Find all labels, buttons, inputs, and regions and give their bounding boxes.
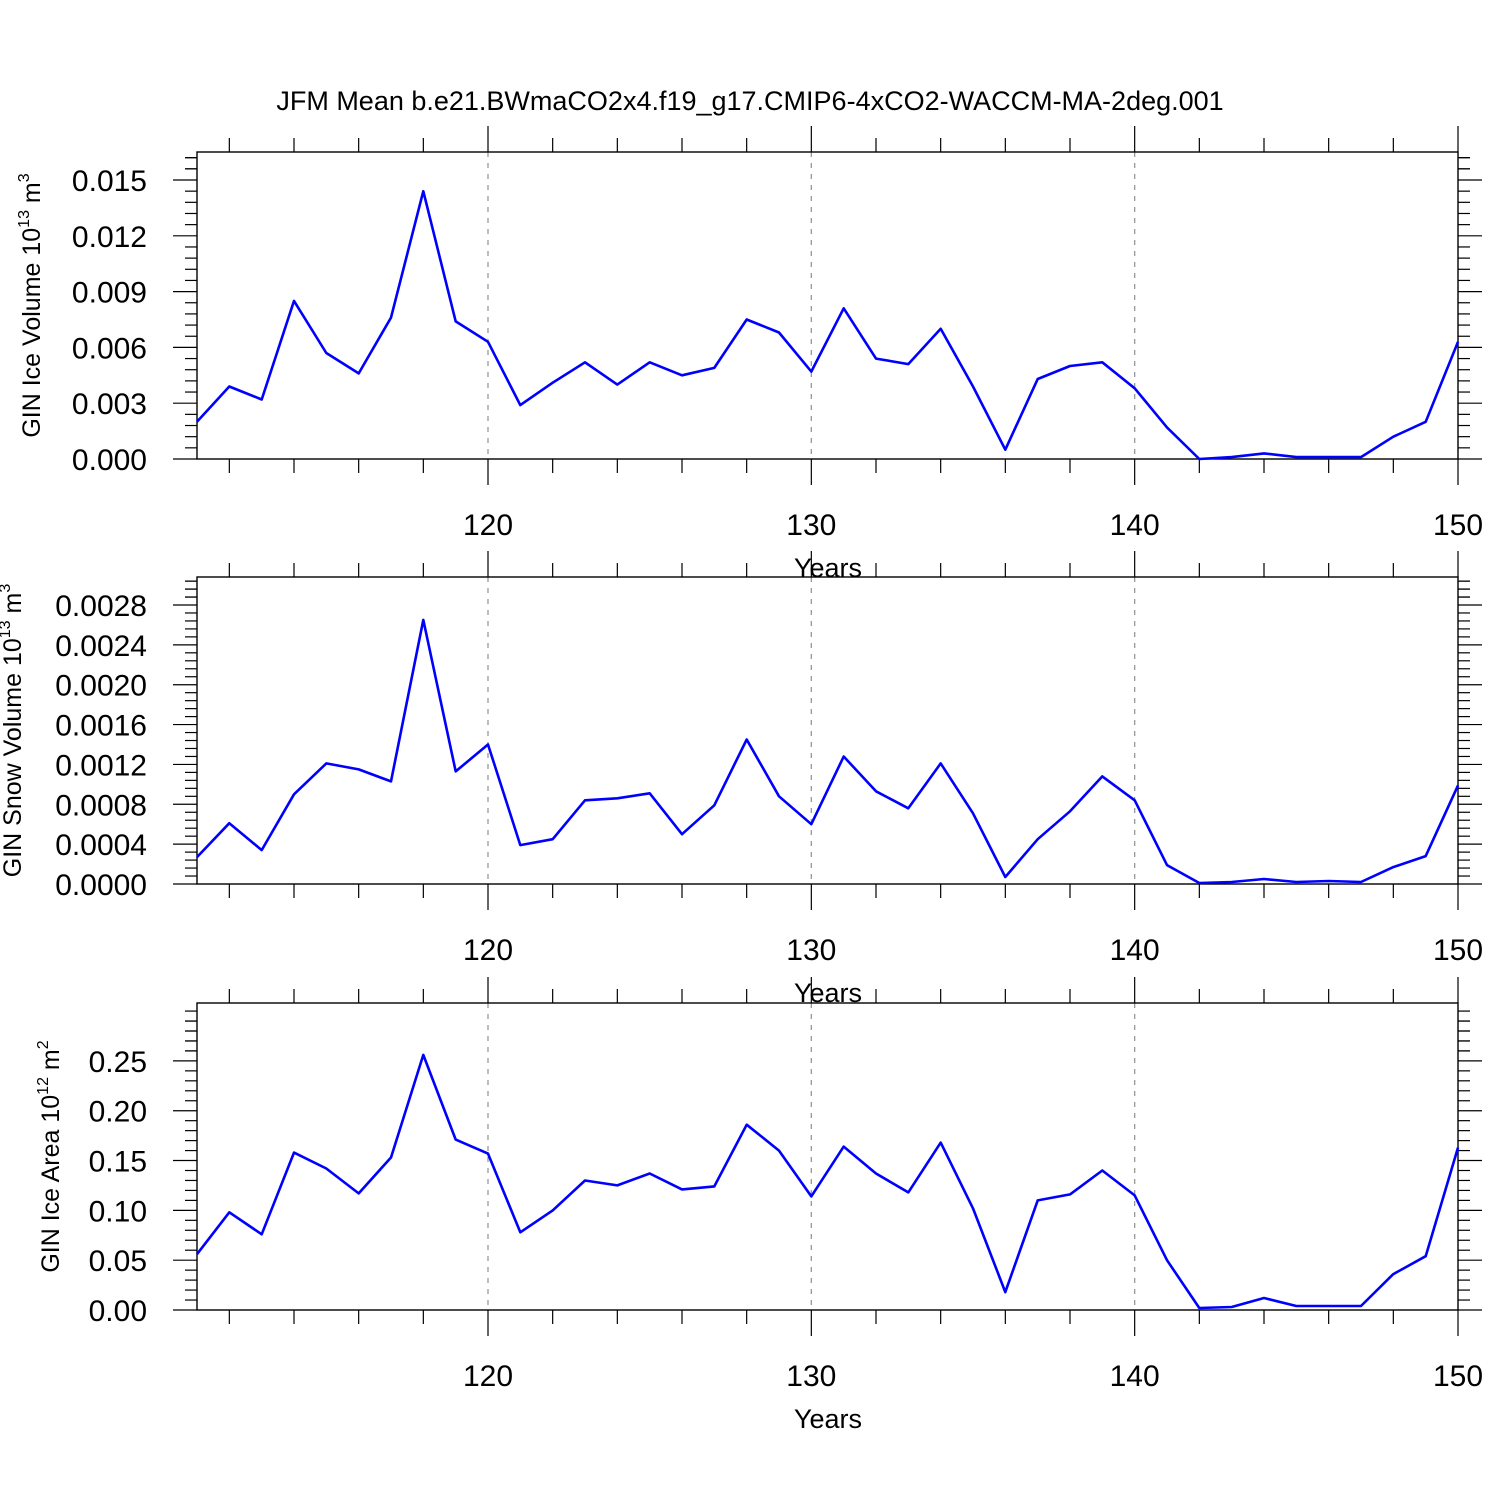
y-tick-label: 0.0016 [55,710,147,743]
y-axis-label-unit-exponent: 3 [16,173,33,182]
series-line [195,1053,1460,1310]
y-tick-label: 0.0004 [55,829,147,862]
y-tick-label: 0.006 [72,332,147,365]
series-line [196,618,1460,885]
x-axis-label: Years [794,1404,862,1434]
y-tick-label: 0.05 [89,1245,147,1278]
y-tick-label: 0.25 [89,1046,147,1079]
x-tick-label: 140 [1110,1360,1160,1393]
plot-frame [196,576,1459,885]
x-tick-label: 150 [1433,509,1483,542]
y-axis-label: GIN Ice Area 1012 m2 [35,1040,65,1272]
y-axis-label-exponent: 12 [35,1077,52,1095]
panel-1: 0.000 0.003 0.006 0.009 0.012 0.015 120 130 140 1… [16,126,1483,583]
x-tick-label: 150 [1433,934,1483,967]
y-tick-label: 0.0008 [55,789,147,822]
panel-2: 0.0000 0.0004 0.0008 0.0012 0.0016 0.0020 0.00… [0,551,1483,1008]
x-tick-label: 140 [1110,509,1160,542]
x-tick-label: 120 [463,1360,513,1393]
y-axis-label-exponent: 13 [0,620,14,638]
y-axis-label-unit: m [37,1049,65,1077]
y-tick-label: 0.0024 [55,630,147,663]
x-tick-label: 140 [1110,934,1160,967]
y-tick-label: 0.0020 [55,670,147,703]
y-axis-label-unit-exponent: 2 [35,1040,52,1049]
y-tick-label: 0.0028 [55,590,147,623]
y-tick-label: 0.015 [72,165,147,198]
x-tick-label: 130 [786,934,836,967]
y-axis-label-unit-exponent: 3 [0,584,14,593]
x-tick-label: 120 [463,509,513,542]
x-tick-label: 130 [786,509,836,542]
y-axis-label: GIN Ice Volume 1013 m3 [16,173,46,437]
y-tick-label: 0.000 [72,444,147,477]
y-tick-label: 0.10 [89,1195,147,1228]
y-tick-label: 0.00 [89,1295,147,1328]
main-title: JFM Mean b.e21.BWmaCO2x4.f19_g17.CMIP6-4… [276,86,1224,116]
y-tick-label: 0.20 [89,1096,147,1129]
y-tick-label: 0.0000 [55,869,147,902]
y-axis-label-exponent: 13 [16,210,33,228]
y-axis-label-unit: m [18,182,46,210]
y-axis-label-unit: m [0,593,27,621]
x-tick-label: 120 [463,934,513,967]
x-tick-label: 150 [1433,1360,1483,1393]
panel-3: 0.00 0.05 0.10 0.15 0.20 0.25 120 130 140 150 Year… [35,977,1483,1434]
series-line [196,189,1460,461]
x-axis-label: Years [794,553,862,583]
y-axis-label-text: GIN Snow Volume 10 [0,638,27,877]
y-axis-label-text: GIN Ice Volume 10 [18,228,46,438]
plot-frame [196,151,1459,460]
plot-frame [196,1002,1459,1311]
y-tick-label: 0.009 [72,277,147,310]
y-tick-label: 0.003 [72,388,147,421]
y-tick-label: 0.0012 [55,749,147,782]
y-axis-label-text: GIN Ice Area 10 [37,1095,65,1273]
x-tick-label: 130 [786,1360,836,1393]
y-tick-label: 0.012 [72,221,147,254]
y-axis-label: GIN Snow Volume 1013 m3 [0,584,27,878]
y-tick-label: 0.15 [89,1146,147,1179]
